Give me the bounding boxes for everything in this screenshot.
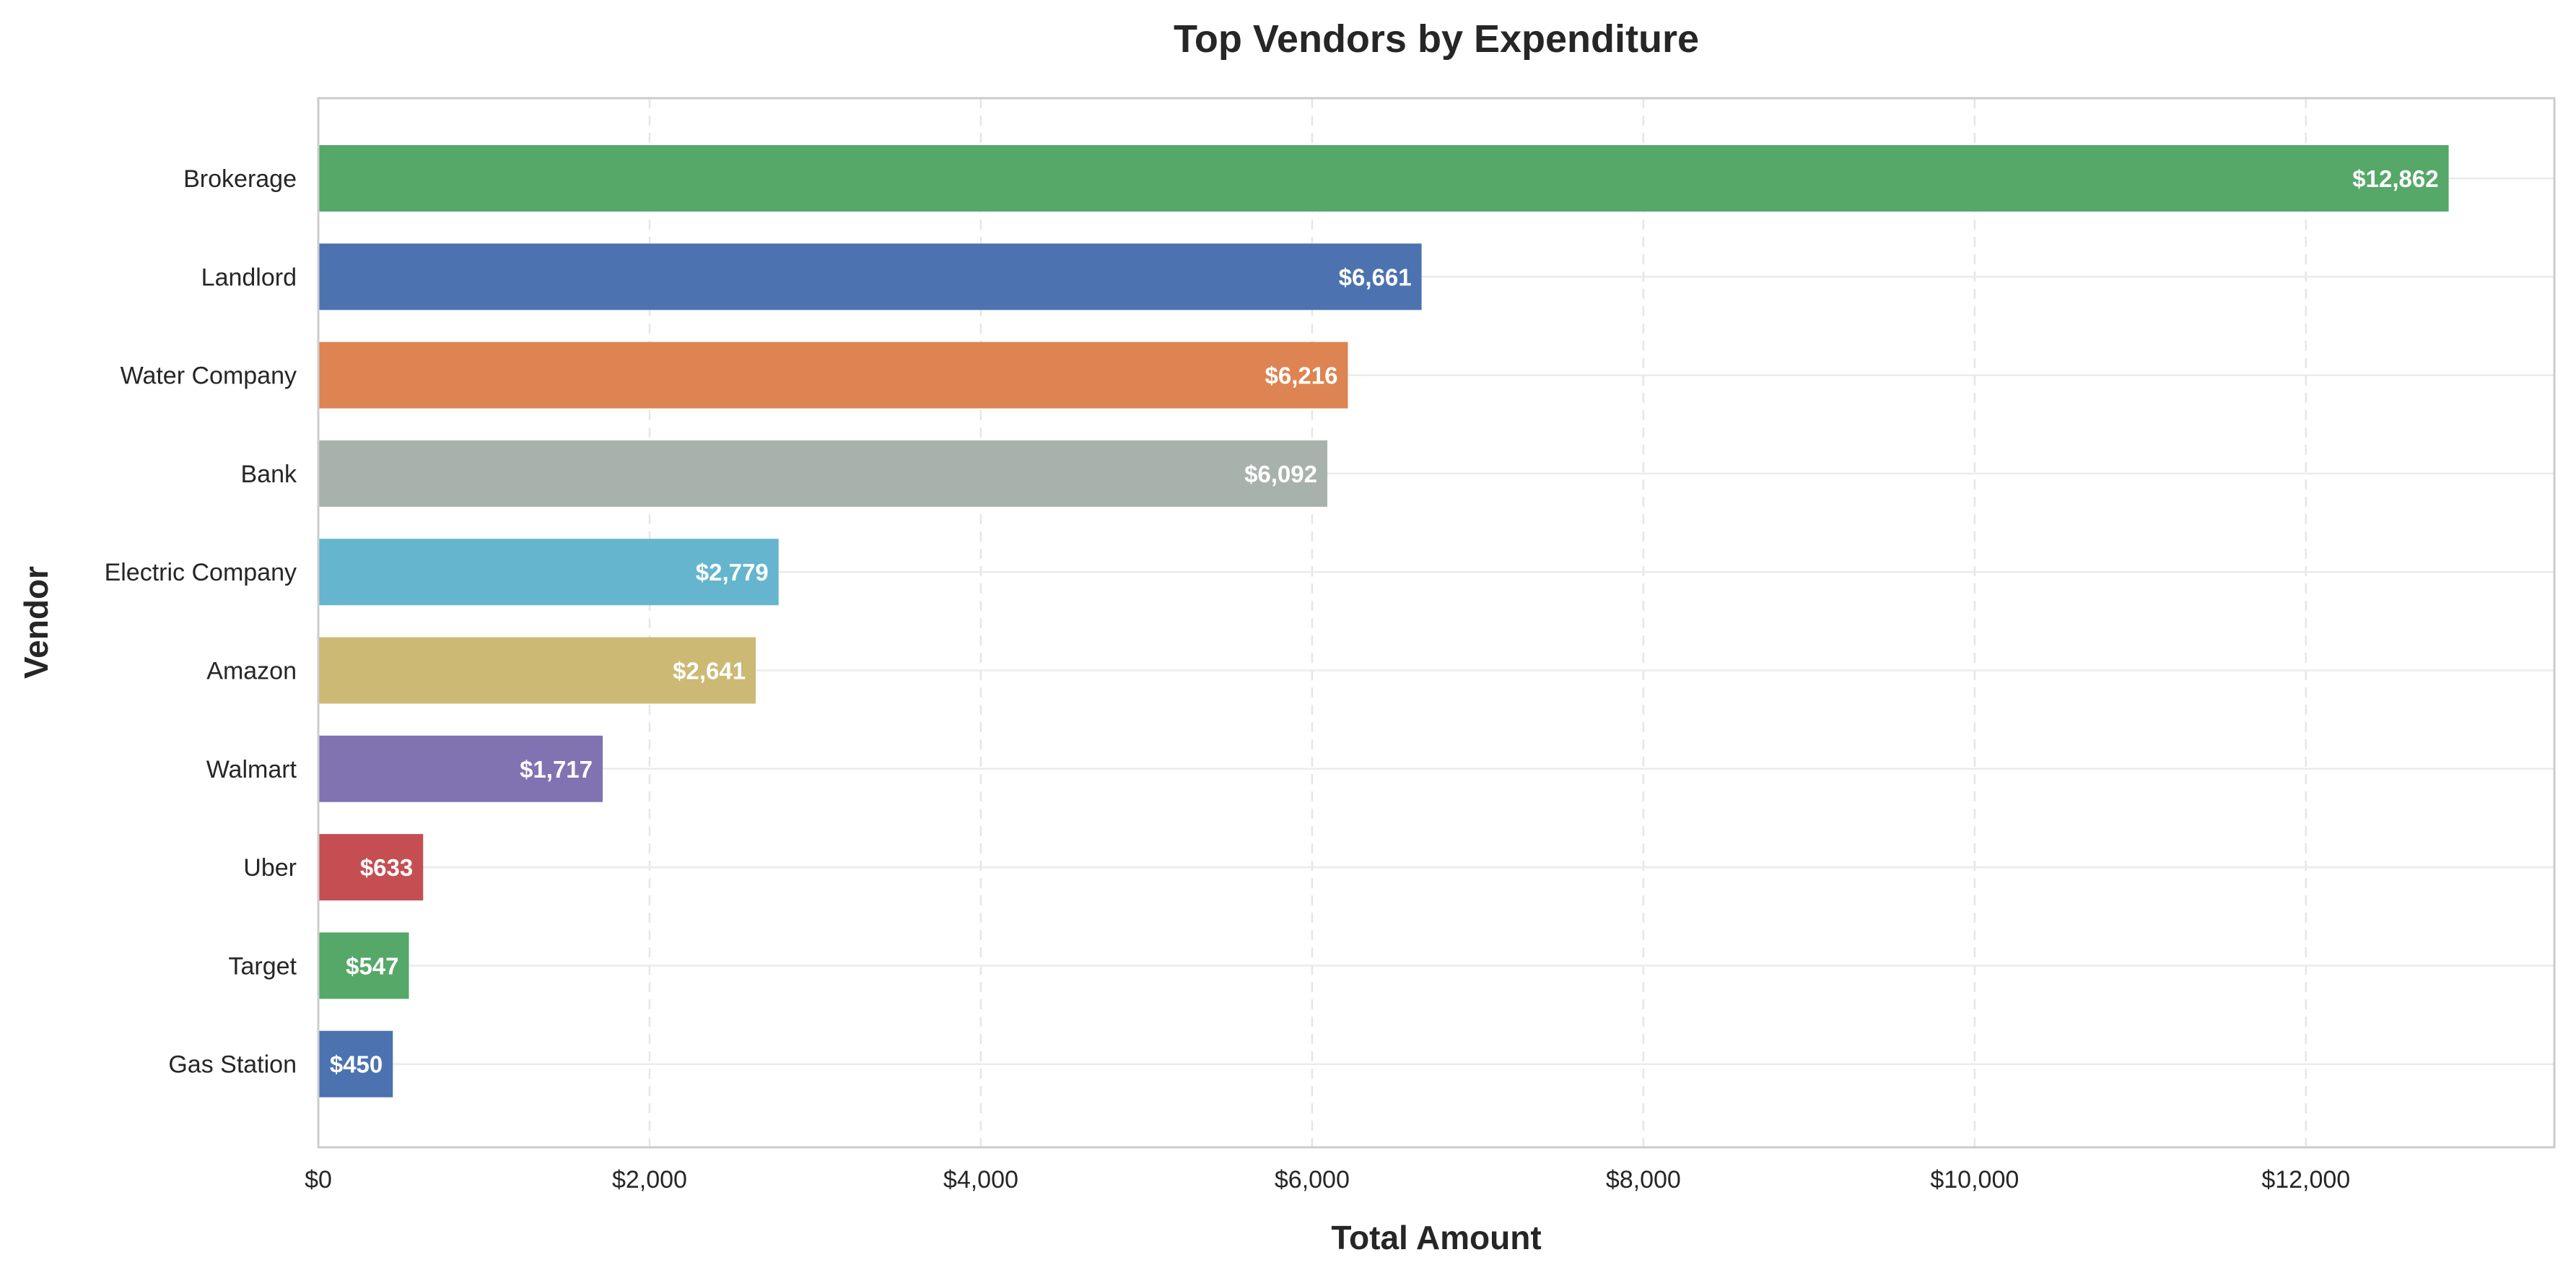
bar-value-label: $547 (346, 952, 398, 979)
y-tick-label: Brokerage (183, 165, 297, 193)
y-tick-label: Bank (241, 461, 297, 488)
bar (318, 145, 2449, 212)
chart-title: Top Vendors by Expenditure (1174, 17, 1699, 61)
bar (318, 637, 756, 704)
y-axis-label: Vendor (17, 566, 55, 679)
bar-value-label: $633 (360, 854, 413, 881)
bar-value-label: $6,216 (1265, 362, 1338, 389)
x-tick-label: $2,000 (612, 1166, 687, 1194)
y-tick-labels: Brokerage Landlord Water Company Bank Electr… (105, 165, 297, 1079)
bar (318, 735, 603, 802)
x-tick-label: $8,000 (1606, 1166, 1681, 1194)
bar (318, 932, 409, 999)
bar-layer: $12,862 $6,661 $6,216 $6,092 $2,779 $2,641 $1,… (318, 145, 2449, 1097)
bar-value-label: $450 (330, 1051, 383, 1078)
y-tick-label: Uber (243, 854, 297, 882)
bar-value-label: $2,779 (696, 559, 769, 586)
bar-value-label: $2,641 (673, 658, 746, 684)
y-tick-label: Electric Company (105, 559, 297, 586)
bar (318, 1030, 393, 1097)
plot-frame (317, 97, 2556, 1149)
bar (318, 834, 424, 901)
bar (318, 243, 1422, 310)
bar-value-label: $1,717 (520, 756, 593, 783)
y-tick-label: Landlord (201, 264, 297, 291)
x-axis-label: Total Amount (1331, 1219, 1541, 1256)
y-tick-label: Gas Station (168, 1051, 297, 1079)
x-tick-label: $0 (305, 1166, 332, 1194)
x-tick-label: $6,000 (1275, 1166, 1350, 1194)
y-tick-label: Water Company (121, 362, 297, 390)
bar-value-label: $12,862 (2352, 165, 2438, 192)
x-tick-label: $12,000 (2261, 1166, 2350, 1194)
bar-value-label: $6,661 (1339, 264, 1412, 290)
y-tick-label: Walmart (206, 756, 297, 783)
x-tick-label: $10,000 (1930, 1166, 2019, 1194)
x-tick-labels: $0 $2,000 $4,000 $6,000 $8,000 $10,000 $12,000 (305, 1166, 2350, 1194)
bar (318, 440, 1328, 507)
bar (318, 342, 1348, 409)
bar (318, 539, 779, 606)
bar-value-label: $6,092 (1244, 461, 1317, 487)
y-tick-label: Amazon (206, 658, 297, 685)
y-tick-label: Target (229, 952, 297, 980)
x-tick-label: $4,000 (943, 1166, 1018, 1194)
